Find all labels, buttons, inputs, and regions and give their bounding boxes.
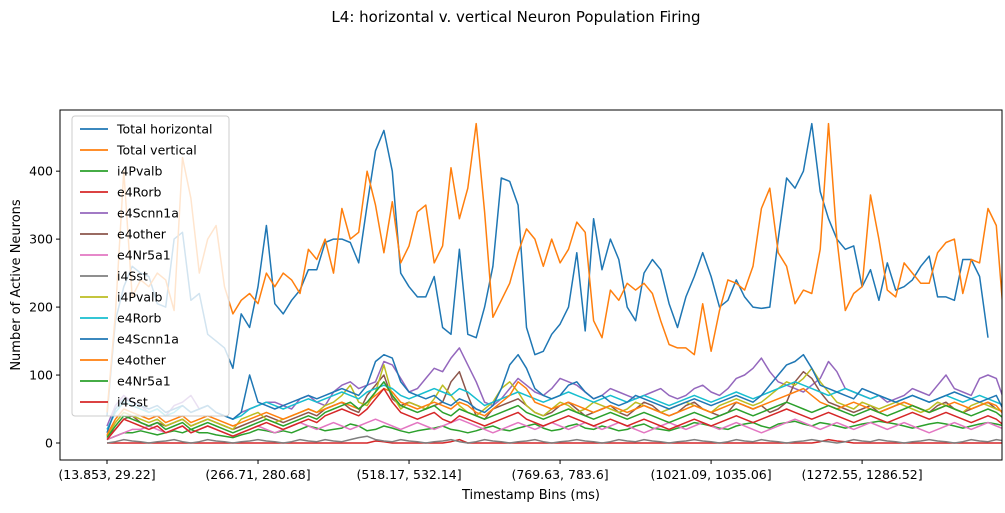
legend-label: i4Pvalb (117, 164, 162, 179)
x-tick-label: (1272.55, 1286.52] (802, 467, 923, 482)
y-tick-label: 100 (29, 368, 53, 383)
legend-label: e4Scnn1a (117, 332, 179, 347)
y-tick-label: 200 (29, 300, 53, 315)
legend-label: i4Sst (117, 395, 148, 410)
chart-title: L4: horizontal v. vertical Neuron Popula… (331, 8, 700, 26)
series-line-1-total vertical (106, 122, 1002, 413)
x-tick-label: (769.63, 783.6] (511, 467, 608, 482)
legend-box (71, 115, 230, 417)
legend-label: Total vertical (116, 143, 197, 158)
legend-label: i4Sst (117, 269, 148, 284)
x-tick-label: (518.17, 532.14] (356, 467, 461, 482)
x-tick-label: (13.853, 29.22] (58, 467, 155, 482)
legend-label: e4Rorb (117, 185, 162, 200)
series-line-5-e4other (106, 370, 1002, 437)
series-layer (106, 122, 1002, 444)
x-tick-label: (266.71, 280.68] (205, 467, 310, 482)
y-axis-label: Number of Active Neurons (9, 199, 24, 371)
series-line-7-i4sst (106, 435, 1002, 444)
legend-label: e4Nr5a1 (117, 248, 171, 263)
series-line-0-total horizontal (106, 122, 989, 416)
legend-label: e4Scnn1a (117, 206, 179, 221)
series-line-12-e4nr5a1 (106, 381, 1002, 439)
series-line-13-i4sst (106, 387, 1002, 441)
series-line-10-e4scnn1a (106, 353, 1002, 434)
series-line-11-e4other (106, 381, 1002, 436)
x-tick-label: (1021.09, 1035.06] (651, 467, 772, 482)
x-axis: (13.853, 29.22] (266.71, 280.68] (518.17, … (58, 460, 923, 482)
series-line-2-i4pvalb (106, 420, 1002, 441)
series-line-8-i4pvalb (106, 364, 1002, 437)
y-tick-label: 400 (29, 164, 53, 179)
legend-label: e4Nr5a1 (117, 374, 171, 389)
legend-label: e4other (117, 227, 167, 242)
x-axis-label: Timestamp Bins (ms) (461, 488, 600, 503)
y-tick-label: 0 (45, 436, 53, 451)
y-tick-label: 300 (29, 232, 53, 247)
axes-frame (59, 109, 1003, 461)
legend-label: Total horizontal (116, 122, 213, 137)
legend: Total horizontal Total vertical i4Pvalb e4R… (71, 115, 230, 417)
series-line-3-e4rorb (107, 438, 1002, 444)
legend-label: e4other (117, 353, 167, 368)
legend-label: i4Pvalb (117, 290, 162, 305)
y-axis: 0 100 200 300 400 (29, 164, 60, 451)
legend-label: e4Rorb (117, 311, 162, 326)
